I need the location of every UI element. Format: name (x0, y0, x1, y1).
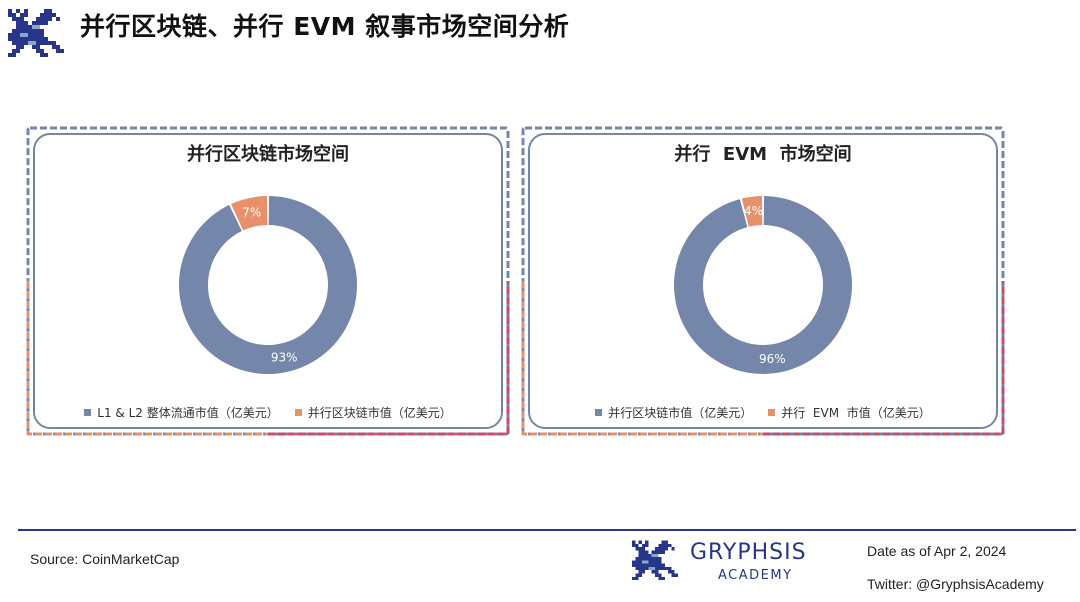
panel-frame (521, 126, 1005, 436)
legend-swatch (294, 409, 302, 416)
donut-slice (674, 196, 852, 374)
page-title: 并行区块链、并行 EVM 叙事市场空间分析 (80, 12, 570, 41)
brand-name: GRYPHSIS (690, 540, 807, 565)
twitter-handle: Twitter: @GryphsisAcademy (867, 576, 1044, 592)
gryphsis-logo-icon (8, 9, 64, 57)
legend-swatch (595, 409, 603, 416)
donut-slice (741, 196, 763, 227)
slice-data-label: 7% (242, 205, 261, 219)
legend-label: L1 & L2 整体流通市值（亿美元） (97, 406, 279, 420)
donut-chart: 93% 7% (178, 196, 357, 374)
brand-subtitle: ACADEMY (718, 568, 793, 583)
legend-item: L1 & L2 整体流通市值（亿美元） (84, 404, 279, 421)
date-text: Date as of Apr 2, 2024 (867, 543, 1007, 559)
slice-data-label: 4% (744, 204, 763, 218)
donut-slice (231, 196, 268, 231)
slice-data-label: 96% (759, 352, 786, 366)
chart-title: 并行区块链市场空间 (187, 144, 349, 165)
legend-swatch (84, 409, 92, 416)
legend-label: 并行区块链市值（亿美元） (307, 406, 452, 420)
chart-panel-parallel-evm: 并行 EVM 市场空间 96% 4% 并行区块链市值（亿美元） 并行 EVM 市值… (521, 126, 1005, 436)
legend-swatch (768, 409, 776, 416)
legend-item: 并行区块链市值（亿美元） (595, 404, 752, 421)
legend-label: 并行 EVM 市值（亿美元） (781, 406, 931, 420)
legend-item: 并行 EVM 市值（亿美元） (768, 404, 931, 421)
chart-panel-parallel-blockchain: 并行区块链市场空间 93% 7% L1 & L2 整体流通市值（亿美元） 并行区块… (26, 126, 510, 436)
legend-label: 并行区块链市值（亿美元） (608, 406, 753, 420)
source-text: Source: CoinMarketCap (30, 551, 180, 567)
gryphsis-logo-icon (632, 540, 678, 581)
donut-chart: 96% 4% (674, 196, 852, 374)
panel-frame (26, 126, 510, 436)
slice-data-label: 93% (271, 351, 298, 365)
donut-slice (178, 196, 357, 374)
footer-divider (18, 529, 1076, 531)
chart-legend: 并行区块链市值（亿美元） 并行 EVM 市值（亿美元） (521, 404, 1005, 421)
chart-title: 并行 EVM 市场空间 (674, 144, 852, 165)
legend-item: 并行区块链市值（亿美元） (294, 404, 452, 421)
chart-legend: L1 & L2 整体流通市值（亿美元） 并行区块链市值（亿美元） (26, 404, 510, 421)
